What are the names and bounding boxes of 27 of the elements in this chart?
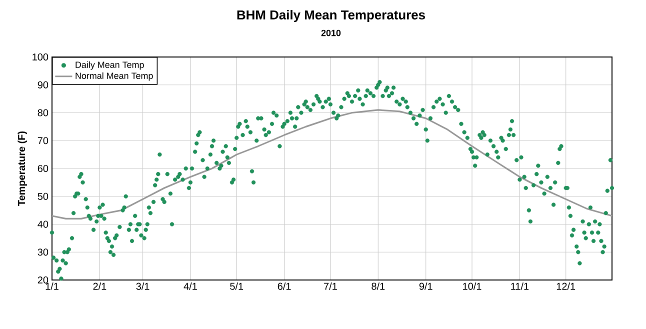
y-tick-label: 60	[38, 164, 48, 172]
legend-label: Normal Mean Temp	[76, 72, 153, 81]
y-tick-label: 50	[38, 192, 48, 200]
x-tick-label: 4/1	[184, 282, 197, 290]
x-tick-label: 6/1	[278, 282, 291, 290]
x-tick-label: 3/1	[136, 282, 150, 290]
x-tick-label: 8/1	[372, 282, 385, 290]
y-tick-label: 30	[38, 248, 48, 256]
y-tick-label: 80	[38, 109, 48, 116]
y-tick-label: 70	[38, 137, 48, 144]
x-tick-label: 2/1	[93, 282, 106, 290]
chart-subtitle: 2010	[321, 30, 341, 36]
x-tick-label: 7/1	[324, 282, 337, 290]
y-tick-label: 40	[38, 220, 48, 228]
x-tick-label: 12/1	[556, 282, 576, 290]
line-series	[51, 109, 613, 220]
chart-title: BHM Daily Mean Temperatures	[237, 10, 425, 22]
y-tick-label: 20	[38, 276, 48, 284]
y-tick-label: 100	[32, 53, 48, 61]
y-tick-label: 90	[38, 81, 48, 88]
x-tick-label: 10/1	[463, 282, 482, 290]
x-tick-label: 1/1	[46, 282, 58, 290]
legend-label: Daily Mean Temp	[76, 61, 144, 70]
x-tick-label: 5/1	[230, 282, 244, 290]
y-axis-title: Temperature (F)	[18, 131, 28, 206]
x-tick-label: 9/1	[419, 282, 432, 290]
x-tick-label: 11/1	[511, 282, 529, 290]
